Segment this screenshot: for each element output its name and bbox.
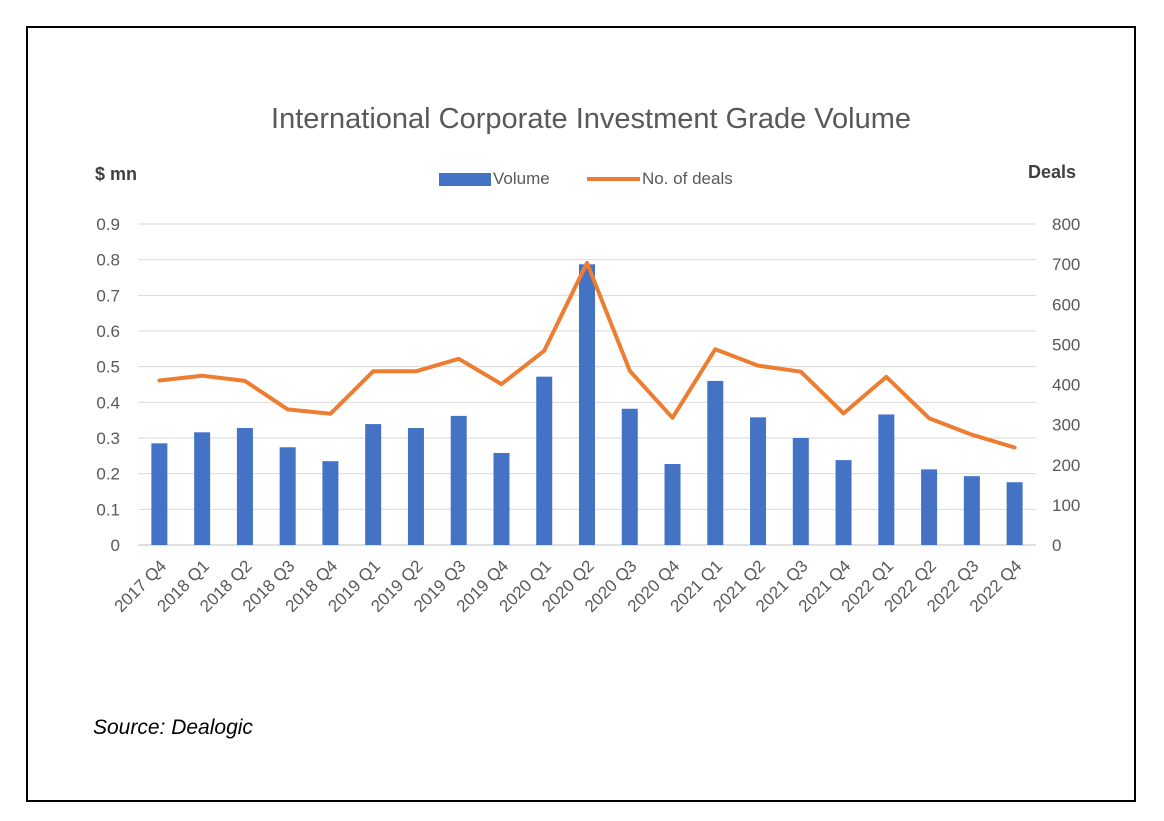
volume-bar (664, 464, 681, 545)
volume-bar (707, 380, 724, 545)
legend-volume-label: Volume (493, 169, 550, 188)
chart-canvas: International Corporate Investment Grade… (93, 103, 1080, 739)
left-tick-label: 0.4 (96, 393, 120, 412)
left-tick-label: 0.6 (96, 322, 120, 341)
volume-bar (579, 264, 595, 545)
right-axis-ticks: 0 100 200 300 400 500 600 700 800 (1052, 215, 1080, 555)
volume-bar (963, 476, 980, 545)
legend: Volume No. of deals (439, 169, 733, 188)
right-tick-label: 600 (1052, 295, 1080, 314)
left-tick-label: 0.2 (96, 465, 120, 484)
right-tick-label: 800 (1052, 215, 1080, 234)
legend-volume-swatch (439, 173, 491, 186)
right-tick-label: 400 (1052, 376, 1080, 395)
left-tick-label: 0.8 (96, 251, 120, 270)
volume-bar (322, 461, 339, 545)
right-axis-title: Deals (1028, 162, 1076, 182)
left-axis-ticks: 0 0.1 0.2 0.3 0.4 0.5 0.6 0.7 0.8 0.9 (96, 215, 120, 555)
volume-bar (279, 447, 296, 545)
volume-bar (536, 376, 553, 545)
right-tick-label: 500 (1052, 335, 1080, 354)
volume-bar (921, 469, 938, 545)
deals-line (157, 260, 1017, 450)
left-tick-label: 0.3 (96, 429, 120, 448)
volume-bar (407, 428, 424, 545)
volume-bar (621, 408, 638, 545)
volume-bar (493, 452, 510, 545)
right-tick-label: 100 (1052, 496, 1080, 515)
right-tick-label: 300 (1052, 416, 1080, 435)
left-tick-label: 0.7 (96, 286, 120, 305)
right-tick-label: 0 (1052, 536, 1061, 555)
volume-bar (835, 460, 852, 545)
left-tick-label: 0.1 (96, 500, 120, 519)
volume-bar (365, 424, 382, 545)
left-tick-label: 0.9 (96, 215, 120, 234)
volume-bar (1006, 482, 1023, 545)
left-tick-label: 0 (111, 536, 120, 555)
volume-bar (878, 414, 895, 545)
volume-bar (750, 417, 767, 545)
volume-bar (450, 415, 467, 545)
volume-bar (151, 443, 168, 545)
volume-bar (792, 438, 809, 545)
deals-line-group (157, 260, 1017, 450)
chart-frame: International Corporate Investment Grade… (26, 26, 1136, 802)
right-tick-label: 700 (1052, 255, 1080, 274)
left-axis-title: $ mn (95, 164, 137, 184)
volume-bar (236, 428, 253, 545)
volume-bars (151, 264, 1023, 545)
left-tick-label: 0.5 (96, 358, 120, 377)
source-note: Source: Dealogic (93, 716, 253, 739)
legend-deals-label: No. of deals (642, 169, 733, 188)
right-tick-label: 200 (1052, 456, 1080, 475)
volume-bar (194, 432, 211, 545)
chart-title: International Corporate Investment Grade… (271, 103, 911, 135)
